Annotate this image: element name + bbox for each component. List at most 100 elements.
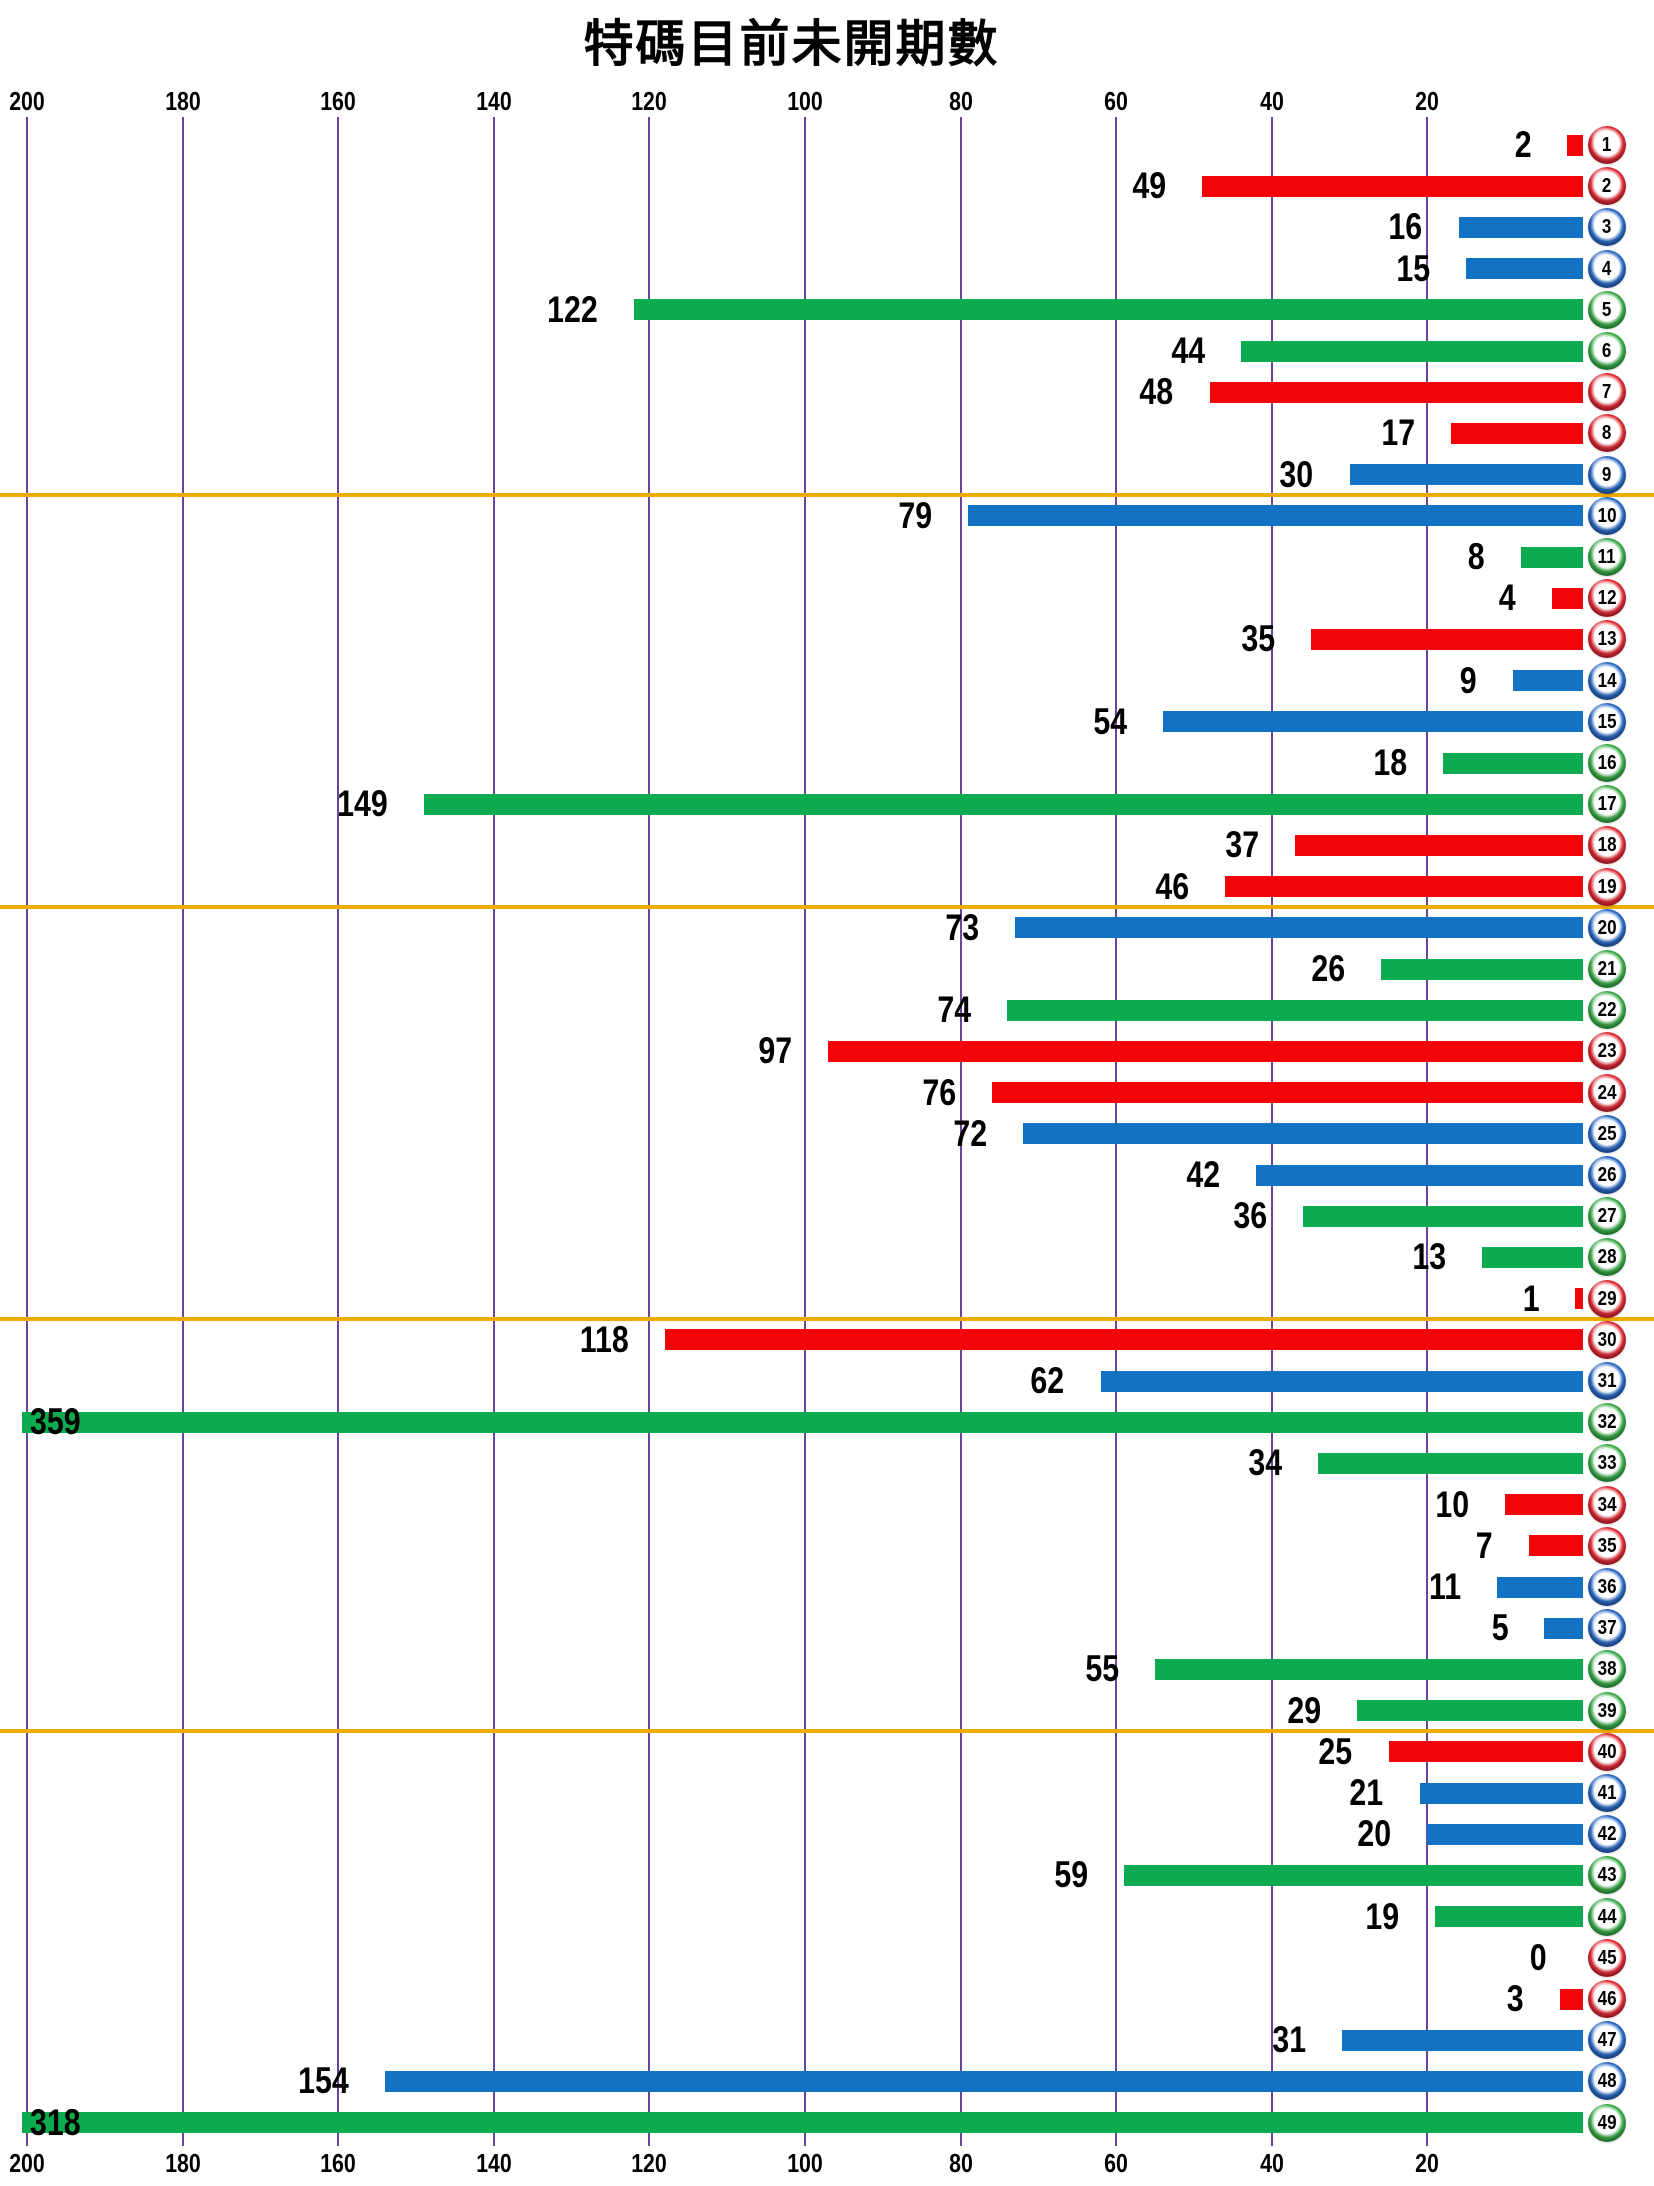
ball-number: 2	[1602, 175, 1612, 198]
bar-value-23: 97	[758, 1030, 793, 1072]
bar-47	[1341, 2029, 1583, 2051]
bar-value-17: 149	[337, 783, 388, 825]
bar-19	[1225, 876, 1583, 898]
ball-number: 10	[1597, 504, 1617, 527]
bar-2	[1201, 175, 1583, 197]
bar-32	[22, 1411, 1583, 1433]
axis-tick-bottom-60: 60	[1104, 2148, 1129, 2178]
bar-value-16: 18	[1373, 742, 1407, 783]
ball-number: 43	[1597, 1864, 1617, 1887]
bar-34	[1505, 1494, 1583, 1516]
ball-number: 48	[1597, 2070, 1617, 2093]
axis-tick-bottom-40: 40	[1259, 2148, 1284, 2178]
lottery-ball-46: 46	[1588, 1980, 1626, 2018]
bar-value-35: 7	[1475, 1524, 1493, 1566]
bar-18	[1295, 834, 1583, 856]
bar-16	[1442, 752, 1583, 774]
bar-value-3: 16	[1388, 206, 1423, 248]
bar-31	[1100, 1370, 1583, 1392]
axis-tick-top-120: 120	[631, 86, 668, 116]
ball-number: 41	[1597, 1782, 1617, 1804]
group-separator-after-39	[0, 1729, 1654, 1734]
bar-value-40: 25	[1318, 1730, 1353, 1772]
bar-10	[968, 505, 1583, 527]
bar-value-46: 3	[1506, 1978, 1524, 2019]
bar-39	[1357, 1700, 1583, 1722]
lottery-ball-16: 16	[1588, 744, 1626, 782]
bar-value-43: 59	[1054, 1854, 1088, 1896]
bar-33	[1318, 1452, 1583, 1474]
ball-number: 42	[1597, 1823, 1617, 1846]
ball-number: 46	[1597, 1988, 1617, 2010]
bar-value-2: 49	[1132, 165, 1166, 207]
bar-26	[1256, 1164, 1583, 1186]
bar-24	[991, 1082, 1583, 1104]
bar-value-24: 76	[921, 1071, 956, 1113]
bar-value-15: 54	[1093, 700, 1127, 742]
axis-tick-top-140: 140	[476, 86, 512, 116]
bar-23	[828, 1040, 1583, 1062]
lottery-ball-45: 45	[1588, 1938, 1626, 1977]
axis-tick-top-200: 200	[9, 86, 45, 116]
lottery-ball-27: 27	[1588, 1197, 1626, 1236]
ball-number: 24	[1597, 1081, 1617, 1104]
lottery-ball-38: 38	[1588, 1650, 1626, 1689]
bar-15	[1162, 711, 1583, 733]
bar-29	[1575, 1288, 1583, 1310]
bar-value-44: 19	[1365, 1895, 1400, 1937]
bar-value-6: 44	[1170, 330, 1205, 371]
ball-number: 49	[1597, 2111, 1617, 2134]
ball-number: 27	[1597, 1205, 1617, 1228]
bar-35	[1528, 1535, 1583, 1557]
lottery-ball-42: 42	[1588, 1815, 1626, 1854]
bar-value-22: 74	[937, 989, 972, 1031]
ball-number: 35	[1597, 1534, 1617, 1557]
bar-7	[1209, 381, 1583, 403]
bar-42	[1427, 1823, 1583, 1845]
group-separator-after-29	[0, 1317, 1654, 1322]
lottery-ball-18: 18	[1588, 826, 1626, 865]
bar-41	[1419, 1782, 1583, 1804]
lottery-ball-11: 11	[1588, 538, 1626, 576]
lottery-ball-33: 33	[1588, 1444, 1626, 1483]
lottery-ball-19: 19	[1588, 867, 1626, 906]
gridline-160	[337, 117, 340, 2146]
bar-value-28: 13	[1412, 1236, 1446, 1278]
lottery-ball-8: 8	[1588, 414, 1626, 453]
bar-14	[1512, 670, 1583, 692]
ball-number: 6	[1602, 340, 1612, 362]
ball-number: 15	[1597, 710, 1617, 733]
axis-tick-top-20: 20	[1415, 86, 1440, 116]
lottery-ball-32: 32	[1588, 1403, 1626, 1442]
ball-number: 11	[1598, 546, 1616, 568]
axis-tick-bottom-140: 140	[476, 2148, 512, 2178]
lottery-ball-48: 48	[1588, 2062, 1626, 2101]
lottery-ball-10: 10	[1588, 496, 1626, 535]
bar-36	[1497, 1576, 1583, 1598]
bar-17	[423, 793, 1583, 815]
bar-5	[633, 299, 1583, 321]
bar-value-29: 1	[1522, 1277, 1540, 1319]
ball-number: 32	[1597, 1411, 1617, 1434]
lottery-ball-22: 22	[1588, 991, 1626, 1030]
lottery-ball-13: 13	[1588, 620, 1626, 659]
lottery-ball-5: 5	[1588, 290, 1626, 329]
bar-value-25: 72	[953, 1112, 987, 1154]
axis-tick-top-60: 60	[1104, 86, 1129, 116]
lottery-ball-37: 37	[1588, 1609, 1626, 1648]
lottery-ball-1: 1	[1588, 126, 1626, 164]
bar-46	[1559, 1988, 1583, 2010]
bar-20	[1015, 917, 1583, 939]
bar-value-38: 55	[1085, 1648, 1120, 1690]
axis-tick-bottom-180: 180	[164, 2148, 201, 2178]
ball-number: 16	[1597, 752, 1617, 774]
axis-tick-bottom-160: 160	[320, 2148, 356, 2178]
ball-number: 45	[1597, 1946, 1617, 1969]
bar-6	[1240, 340, 1583, 362]
ball-number: 20	[1597, 916, 1617, 939]
bar-21	[1380, 958, 1583, 980]
bar-value-32: 359	[30, 1401, 81, 1443]
ball-number: 12	[1597, 587, 1617, 610]
gridline-200	[26, 117, 28, 2146]
